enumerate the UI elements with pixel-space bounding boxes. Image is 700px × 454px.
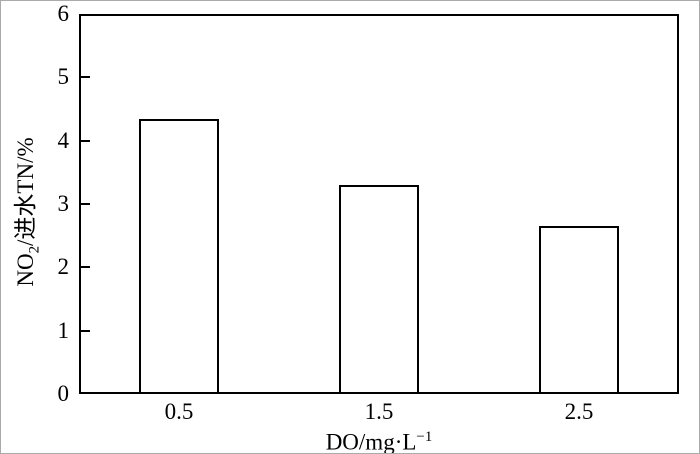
y-tick-label: 1 — [57, 317, 70, 343]
y-axis-title-subscript: 2 — [26, 245, 43, 254]
y-tick-mark — [81, 266, 90, 269]
y-tick-mark — [81, 329, 90, 332]
plot-area — [79, 14, 679, 394]
x-axis-title-superscript: −1 — [416, 429, 433, 445]
bar-2.5 — [539, 226, 619, 394]
bar-0.5 — [139, 118, 219, 394]
x-axis-title-text: DO/mg·L — [325, 429, 417, 454]
y-tick-label: 5 — [57, 64, 70, 90]
y-tick-label: 2 — [57, 254, 70, 280]
x-tick-label: 1.5 — [364, 399, 394, 424]
y-tick-label: 4 — [57, 127, 70, 153]
y-tick-mark — [81, 139, 90, 142]
y-tick-label: 3 — [57, 191, 70, 216]
x-axis-title: DO/mg·L−1 — [79, 423, 679, 454]
bar-1.5 — [339, 185, 419, 394]
y-tick-mark — [81, 76, 90, 79]
y-tick-label: 6 — [57, 1, 70, 26]
y-tick-label: 0 — [57, 381, 70, 406]
x-tick-label: 2.5 — [564, 399, 594, 424]
y-tick-mark — [81, 203, 90, 205]
x-tick-label: 0.5 — [164, 399, 194, 424]
